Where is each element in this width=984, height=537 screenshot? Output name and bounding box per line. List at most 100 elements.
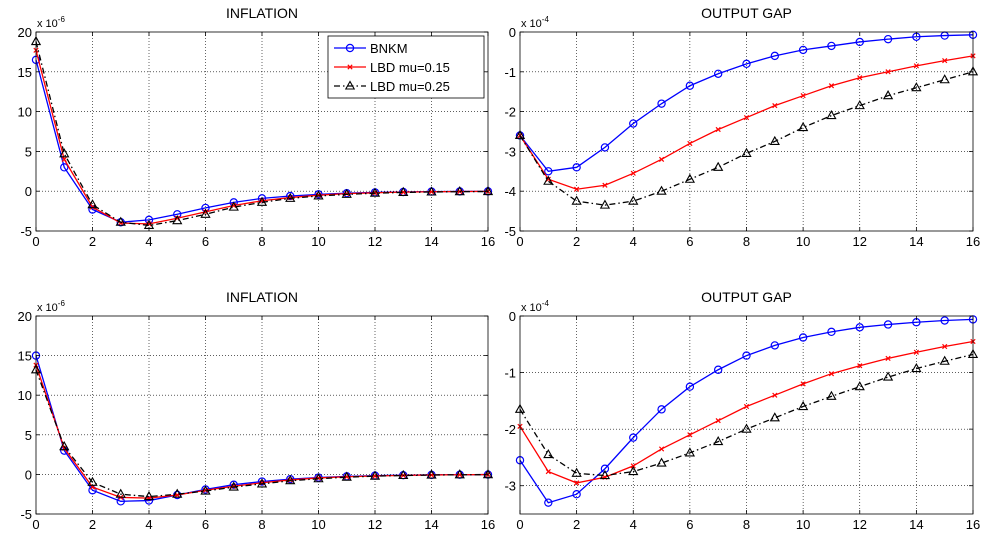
- data-point: [313, 473, 324, 483]
- data-point: [800, 381, 806, 387]
- data-point: [59, 441, 70, 451]
- data-point: [769, 412, 780, 422]
- data-point: [715, 418, 721, 424]
- data-point: [600, 143, 610, 152]
- data-point: [684, 447, 696, 457]
- axis-multiplier: x 10-6: [37, 299, 65, 314]
- data-point: [913, 349, 919, 355]
- axis-multiplier: x 10-4: [521, 299, 549, 314]
- data-point: [797, 400, 809, 411]
- data-point: [883, 320, 893, 329]
- y-tick-label: -3: [504, 479, 516, 494]
- x-tick-label: 6: [686, 234, 693, 249]
- data-point: [911, 362, 922, 373]
- data-point: [571, 467, 582, 477]
- x-tick-label: 0: [32, 234, 39, 249]
- x-tick-label: 14: [909, 517, 923, 532]
- data-point: [885, 355, 891, 362]
- x-tick-label: 14: [424, 517, 438, 532]
- x-tick-label: 2: [89, 517, 96, 532]
- series-line: [519, 318, 974, 504]
- y-tick-label: 5: [25, 428, 32, 443]
- x-tick-label: 12: [853, 234, 867, 249]
- chart-title: INFLATION: [226, 289, 298, 305]
- y-tick-label: 0: [25, 184, 32, 199]
- data-point: [772, 103, 778, 109]
- data-point: [939, 355, 950, 365]
- data-point: [854, 100, 865, 110]
- data-point: [942, 58, 948, 64]
- data-point: [942, 343, 948, 350]
- data-point: [574, 480, 580, 486]
- data-point: [454, 469, 465, 479]
- data-point: [797, 121, 809, 132]
- data-point: [657, 99, 666, 108]
- series-line: [35, 369, 489, 498]
- data-point: [742, 59, 751, 69]
- data-point: [940, 316, 949, 325]
- data-point: [628, 195, 639, 205]
- data-point: [798, 333, 808, 342]
- legend-label: BNKM: [370, 41, 408, 56]
- data-point: [800, 93, 806, 99]
- data-point: [658, 156, 665, 162]
- x-tick-label: 10: [311, 234, 325, 249]
- data-point: [713, 435, 724, 446]
- data-point: [770, 51, 780, 61]
- data-point: [715, 126, 721, 133]
- data-point: [772, 392, 778, 398]
- x-tick-label: 16: [481, 234, 495, 249]
- data-point: [684, 173, 696, 183]
- data-point: [713, 69, 723, 78]
- y-tick-label: 20: [18, 25, 32, 40]
- data-point: [599, 199, 611, 209]
- data-point: [256, 478, 268, 488]
- data-point: [344, 80, 356, 90]
- legend-label: LBD mu=0.25: [370, 79, 450, 94]
- x-tick-label: 4: [145, 234, 152, 249]
- data-point: [913, 63, 919, 69]
- data-point: [286, 191, 295, 201]
- y-tick-label: 15: [18, 349, 32, 364]
- data-point: [543, 175, 554, 185]
- chart-panel-2: 0 2 4 6 8 10 12 14 16 -5 -4 -3 -2 -1 0 OUTPUT GAP x 10-4: [504, 5, 980, 249]
- data-point: [687, 140, 693, 147]
- data-point: [369, 187, 381, 197]
- x-tick-label: 2: [89, 234, 96, 249]
- data-point: [115, 216, 126, 226]
- data-point: [398, 469, 409, 480]
- data-point: [769, 135, 780, 145]
- data-point: [229, 480, 238, 489]
- data-point: [656, 457, 667, 467]
- y-tick-label: -2: [504, 105, 516, 120]
- data-point: [600, 464, 610, 473]
- data-point: [770, 341, 780, 350]
- data-point: [231, 202, 237, 209]
- x-tick-label: 12: [368, 234, 382, 249]
- y-tick-label: -1: [504, 65, 516, 80]
- data-point: [59, 148, 70, 158]
- data-point: [87, 476, 98, 486]
- data-point: [200, 485, 211, 495]
- data-point: [61, 156, 67, 162]
- data-point: [545, 468, 551, 475]
- y-tick-label: 10: [18, 388, 32, 403]
- data-point: [828, 83, 835, 89]
- x-tick-label: 14: [909, 234, 923, 249]
- data-point: [828, 371, 835, 377]
- data-point: [743, 403, 750, 410]
- y-tick-label: -1: [504, 366, 516, 381]
- data-point: [369, 470, 381, 480]
- x-tick-label: 8: [743, 234, 750, 249]
- y-tick-label: -4: [504, 184, 516, 199]
- series-lbd-mu-0-25: [30, 364, 494, 501]
- x-tick-label: 8: [743, 517, 750, 532]
- data-point: [571, 195, 582, 205]
- data-point: [743, 114, 750, 121]
- data-point: [713, 365, 723, 374]
- chart-title: OUTPUT GAP: [701, 289, 792, 305]
- data-point: [87, 199, 98, 209]
- x-tick-label: 8: [258, 517, 265, 532]
- data-point: [883, 34, 893, 44]
- data-point: [939, 74, 950, 84]
